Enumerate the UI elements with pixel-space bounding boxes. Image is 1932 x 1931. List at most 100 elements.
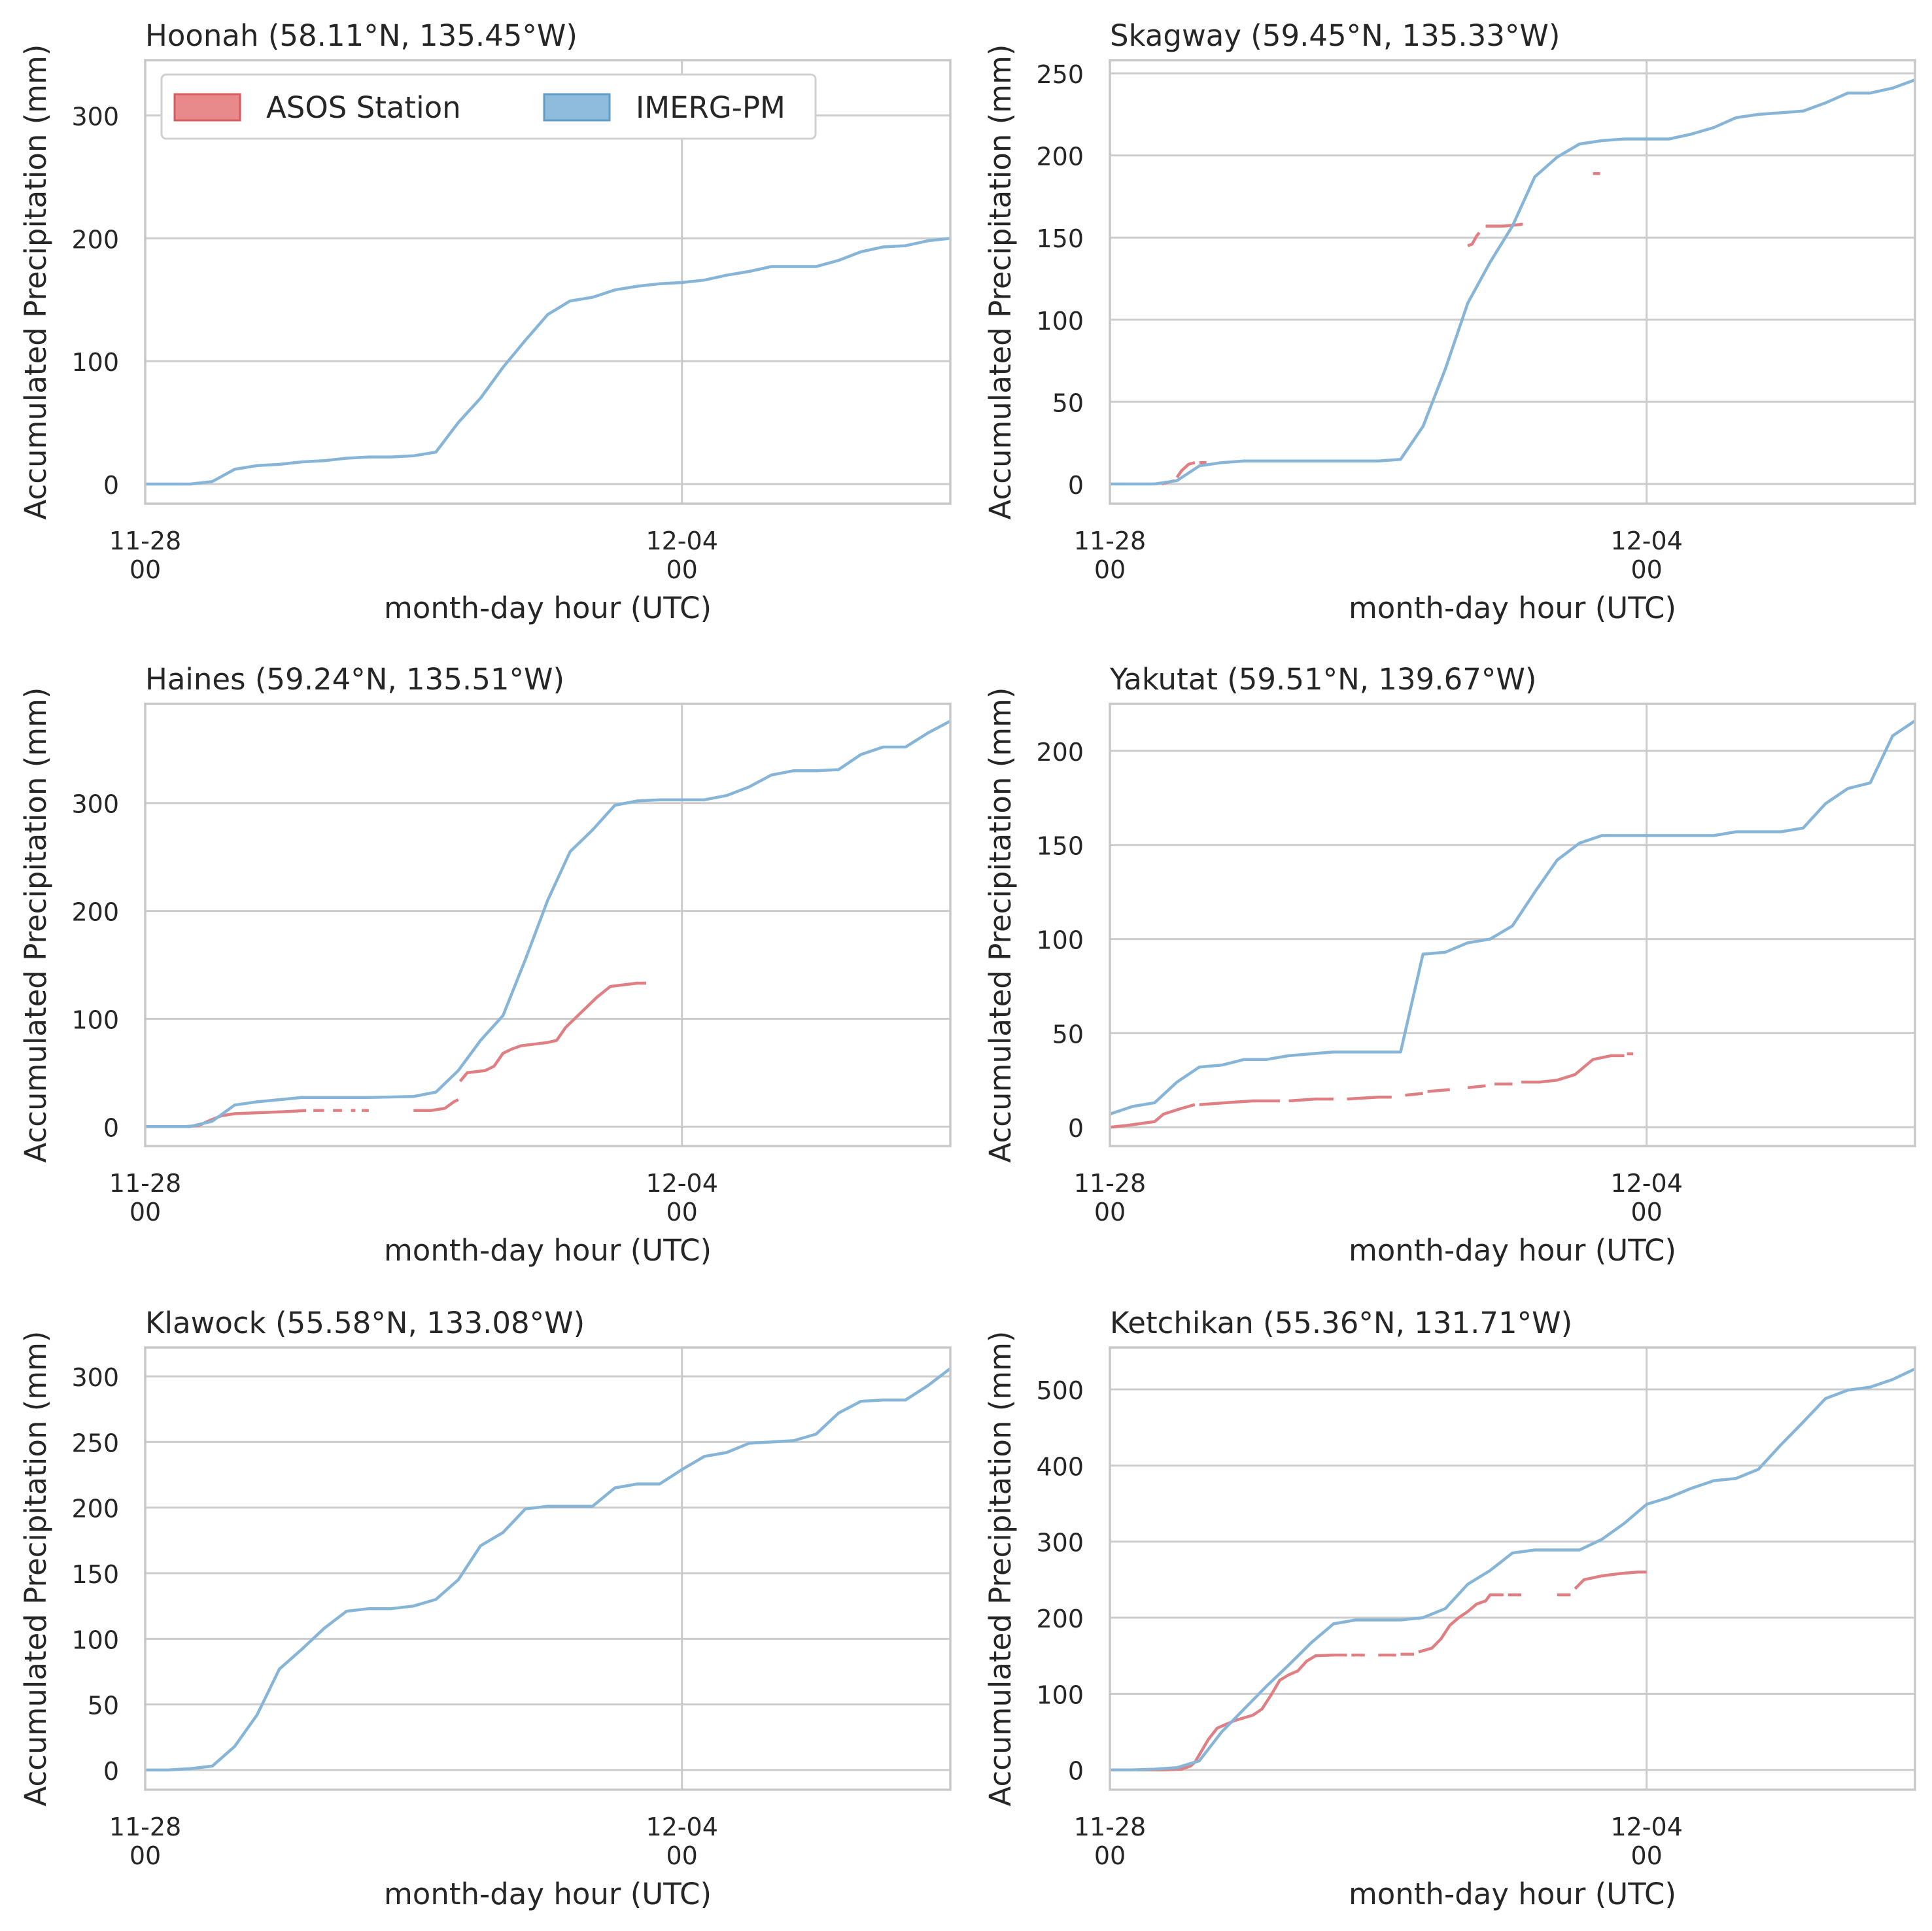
y-axis-label: Accumulated Precipitation (mm) <box>983 1331 1018 1807</box>
y-tick-label: 100 <box>71 348 119 377</box>
x-tick-label: 12-04 <box>1610 1813 1682 1841</box>
series-asos-station <box>1137 1570 1647 1771</box>
y-tick-label: 250 <box>71 1429 119 1457</box>
y-tick-label: 50 <box>1052 1020 1084 1049</box>
x-tick-label: 11-28 <box>1074 1813 1146 1841</box>
x-tick-label: 00 <box>666 1198 697 1226</box>
x-tick-label: 00 <box>129 555 161 584</box>
y-tick-label: 300 <box>71 790 119 819</box>
legend: ASOS Station IMERG-PM <box>160 73 817 140</box>
x-axis-label: month-day hour (UTC) <box>1349 1233 1676 1268</box>
x-tick-label: 00 <box>666 555 697 584</box>
y-tick-label: 100 <box>71 1626 119 1654</box>
legend-entry-imerg-pm: IMERG-PM <box>543 90 785 125</box>
y-tick-label: 200 <box>71 1495 119 1523</box>
series-asos-station <box>1161 172 1600 486</box>
series-imerg-pm <box>1110 78 1916 486</box>
x-tick-label: 11-28 <box>109 527 181 555</box>
series-line-segment <box>1110 1367 1916 1771</box>
series-line-segment <box>1175 461 1196 479</box>
series-line-segment <box>1467 232 1481 247</box>
panel-title: Klawock (55.58°N, 133.08°W) <box>145 1306 585 1340</box>
x-axis-label: month-day hour (UTC) <box>384 591 712 625</box>
series-line-segment <box>1574 1570 1647 1590</box>
axes-frame <box>144 703 952 1147</box>
y-tick-label: 100 <box>1036 1680 1084 1709</box>
legend-swatch <box>173 93 241 122</box>
x-tick-label: 11-28 <box>1074 1169 1146 1198</box>
y-tick-label: 50 <box>88 1692 119 1720</box>
y-tick-label: 0 <box>103 1757 119 1786</box>
panel-title: Ketchikan (55.36°N, 131.71°W) <box>1110 1306 1572 1340</box>
series-line-segment <box>1199 1099 1280 1106</box>
y-tick-label: 300 <box>71 1363 119 1392</box>
axes-frame <box>1109 59 1916 505</box>
y-axis-label: Accumulated Precipitation (mm) <box>983 687 1018 1163</box>
y-tick-label: 100 <box>1036 926 1084 955</box>
y-tick-label: 150 <box>1036 832 1084 861</box>
panel-title: Haines (59.24°N, 135.51°W) <box>145 662 564 697</box>
y-tick-label: 0 <box>1068 1114 1084 1143</box>
axes-frame <box>144 59 952 505</box>
series-line-segment <box>1467 1084 1486 1090</box>
series-line-segment <box>1109 720 1916 1116</box>
series-line-segment <box>145 720 952 1128</box>
x-tick-label: 00 <box>1094 1198 1126 1226</box>
series-line-segment <box>145 237 951 486</box>
x-tick-label: 11-28 <box>109 1813 181 1841</box>
x-tick-label: 00 <box>1630 1198 1662 1226</box>
series-line-segment <box>1405 1092 1423 1097</box>
x-tick-label: 12-04 <box>646 1169 717 1198</box>
y-tick-label: 0 <box>1068 1757 1084 1786</box>
series-asos-station <box>1109 1052 1634 1129</box>
legend-label: ASOS Station <box>266 90 461 125</box>
y-tick-label: 0 <box>103 471 119 500</box>
x-tick-label: 00 <box>1094 1841 1126 1870</box>
panel-title: Skagway (59.45°N, 135.33°W) <box>1110 18 1560 53</box>
y-axis-label: Accumulated Precipitation (mm) <box>983 44 1018 520</box>
x-tick-label: 00 <box>129 1841 161 1870</box>
series-line-segment <box>145 1367 952 1772</box>
y-tick-label: 250 <box>1036 60 1084 89</box>
chart-panel-6: 010020030040050011-280012-0400Ketchikan … <box>983 1306 1916 1911</box>
series-imerg-pm <box>1110 1367 1916 1771</box>
axes-frame <box>1109 703 1916 1147</box>
series-line-segment <box>1427 1088 1450 1093</box>
x-axis-label: month-day hour (UTC) <box>1349 1877 1676 1911</box>
series-line-segment <box>1485 222 1523 228</box>
y-tick-label: 0 <box>1068 471 1084 500</box>
y-tick-label: 200 <box>1036 143 1084 171</box>
series-line-segment <box>1109 1103 1196 1129</box>
y-tick-label: 50 <box>1052 389 1084 417</box>
series-line-segment <box>1288 1097 1334 1103</box>
x-axis-label: month-day hour (UTC) <box>384 1233 712 1268</box>
x-tick-label: 12-04 <box>646 1813 717 1841</box>
series-imerg-pm <box>145 237 951 486</box>
series-imerg-pm <box>145 1367 952 1772</box>
x-axis-label: month-day hour (UTC) <box>1349 591 1676 625</box>
x-tick-label: 11-28 <box>1074 527 1146 555</box>
legend-entry-asos-station: ASOS Station <box>173 90 461 125</box>
y-tick-label: 0 <box>103 1113 119 1142</box>
series-imerg-pm <box>1109 720 1916 1116</box>
axes-frame <box>1109 1346 1916 1791</box>
x-tick-label: 00 <box>666 1841 697 1870</box>
x-tick-label: 12-04 <box>1610 1169 1682 1198</box>
x-tick-label: 11-28 <box>109 1169 181 1198</box>
panel-title: Hoonah (58.11°N, 135.45°W) <box>145 18 578 53</box>
legend-swatch <box>543 93 611 122</box>
series-line-segment <box>1521 1054 1625 1084</box>
y-tick-label: 100 <box>1036 307 1084 336</box>
x-tick-label: 00 <box>1630 1841 1662 1870</box>
x-tick-label: 00 <box>1094 555 1126 584</box>
x-tick-label: 00 <box>129 1198 161 1226</box>
y-tick-label: 200 <box>1036 1605 1084 1633</box>
legend-box <box>160 73 817 140</box>
x-tick-label: 00 <box>1630 555 1662 584</box>
series-line-segment <box>1418 1593 1504 1654</box>
series-line-segment <box>167 1109 307 1128</box>
y-tick-label: 300 <box>1036 1529 1084 1557</box>
y-tick-label: 100 <box>71 1005 119 1034</box>
